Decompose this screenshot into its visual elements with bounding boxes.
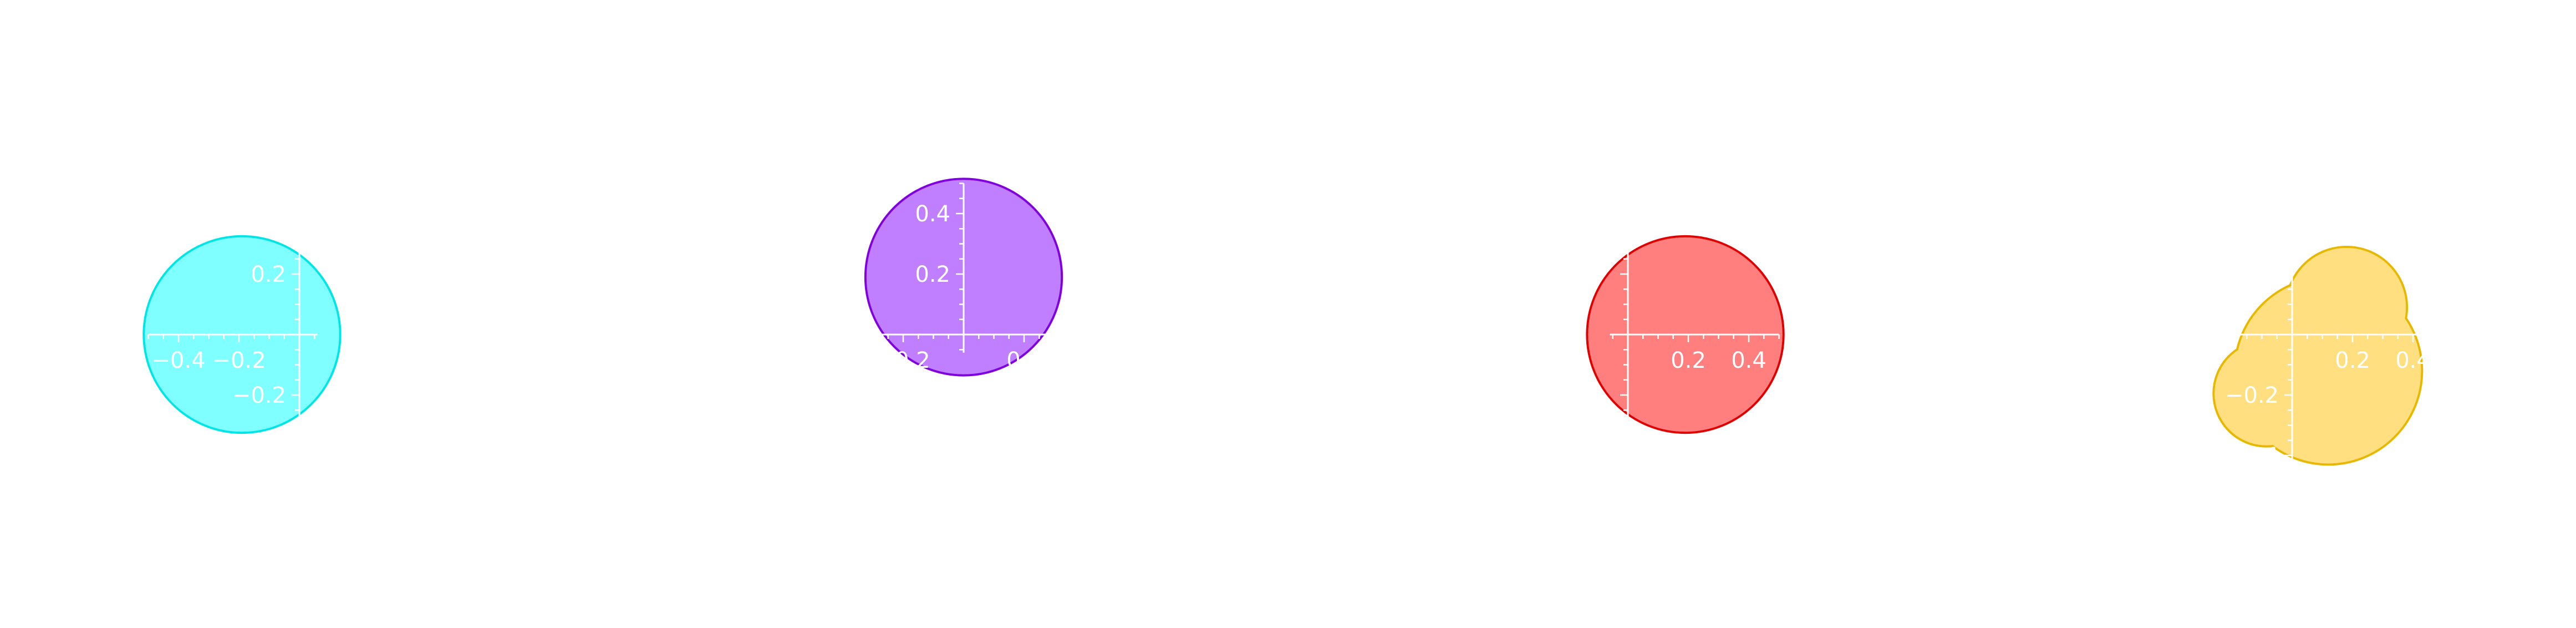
purple-y-tick-label: 0.2 <box>915 262 950 287</box>
red-x-tick-label: 0.4 <box>1731 348 1766 373</box>
yellow-lobe-2 <box>2287 247 2406 367</box>
purple-axes <box>864 183 1063 353</box>
purple-x-tick-label: −0.2 <box>876 348 930 373</box>
yellow-shape-interior <box>2214 247 2421 464</box>
yellow-axes <box>2237 243 2429 472</box>
cyan-y-tick-label: 0.2 <box>251 262 286 287</box>
cyan-x-tick-label: −0.2 <box>212 348 266 373</box>
yellow-x-tick-label: 0.2 <box>2335 348 2370 373</box>
purple-x-tick-label: 0.2 <box>1006 348 1042 373</box>
purple-y-tick-label: 0.4 <box>915 201 950 227</box>
cyan-x-tick-label: −0.4 <box>151 348 205 373</box>
yellow-y-tick-label: −0.4 <box>2225 443 2279 469</box>
yellow-y-tick-label: −0.2 <box>2225 383 2279 408</box>
cyan-axes <box>147 235 318 434</box>
cyan-y-tick-label: −0.2 <box>232 383 286 408</box>
red-axes <box>1610 235 1780 434</box>
yellow-x-tick-label: 0.4 <box>2395 348 2431 373</box>
red-x-tick-label: 0.2 <box>1671 348 1706 373</box>
